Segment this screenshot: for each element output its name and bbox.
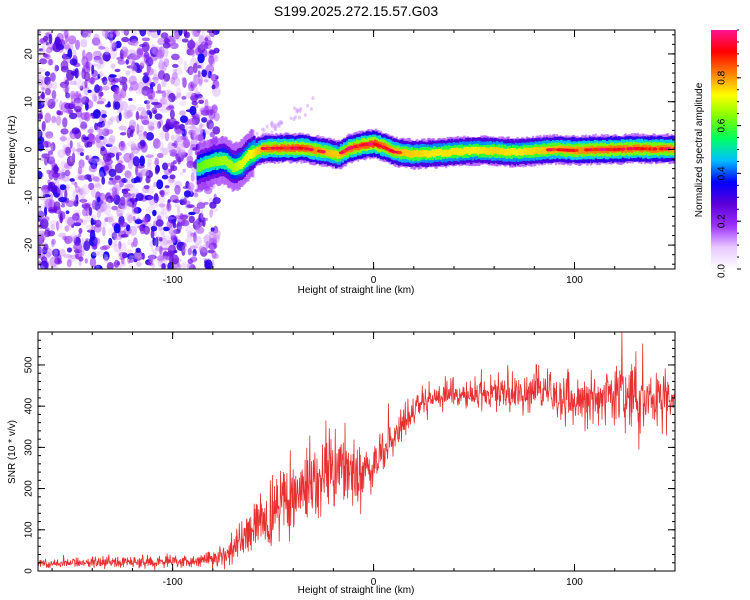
spectrogram-xlabel: Height of straight line (km) bbox=[298, 285, 415, 296]
y-tick-label: 100 bbox=[24, 521, 35, 538]
spectral-ridge bbox=[196, 128, 675, 192]
y-tick-label: 10 bbox=[24, 96, 35, 108]
figure-title: S199.2025.272.15.57.G03 bbox=[274, 3, 438, 19]
colorbar-label: Normalized spectral amplitude bbox=[694, 82, 705, 217]
y-tick-label: 300 bbox=[24, 439, 35, 456]
snr-ylabel: SNR (10 * v/v) bbox=[7, 420, 18, 484]
y-tick-label: 20 bbox=[24, 48, 35, 60]
snr-panel: -100 0 100 0 100 200 300 400 500 Height of strai… bbox=[7, 331, 676, 596]
snr-plot-area bbox=[38, 332, 675, 571]
snr-series-line bbox=[38, 332, 675, 571]
y-tick-label: 400 bbox=[24, 397, 35, 414]
y-tick-label: -10 bbox=[24, 190, 35, 205]
spectrogram-ylabel: Frequency (Hz) bbox=[7, 116, 18, 185]
colorbar-tick-label: 0.8 bbox=[717, 70, 728, 84]
colorbar-tick-label: 0.2 bbox=[717, 214, 728, 228]
y-tick-label: 0 bbox=[24, 568, 35, 574]
colorbar-ticks: 0.0 0.2 0.4 0.6 0.8 bbox=[717, 29, 741, 278]
snr-xlabel: Height of straight line (km) bbox=[298, 585, 415, 596]
x-tick-label: -100 bbox=[163, 577, 183, 588]
x-tick-label: 100 bbox=[566, 577, 583, 588]
y-tick-label: 500 bbox=[24, 356, 35, 373]
colorbar: 0.0 0.2 0.4 0.6 0.8 Normalized spectral ampl… bbox=[694, 29, 741, 278]
snr-frame bbox=[37, 331, 676, 572]
x-tick-label: 0 bbox=[371, 577, 377, 588]
spectrogram-plot-area bbox=[38, 30, 675, 269]
y-tick-label: 0 bbox=[24, 146, 35, 152]
colorbar-gradient bbox=[711, 30, 737, 269]
noise-speckles bbox=[38, 30, 315, 269]
colorbar-tick-label: 0.6 bbox=[717, 118, 728, 132]
x-tick-label: 100 bbox=[566, 275, 583, 286]
y-tick-label: 200 bbox=[24, 480, 35, 497]
colorbar-tick-label: 0.0 bbox=[717, 264, 728, 278]
colorbar-tick-label: 0.4 bbox=[717, 166, 728, 180]
y-tick-label: -20 bbox=[24, 237, 35, 252]
x-tick-label: 0 bbox=[371, 275, 377, 286]
x-tick-label: -100 bbox=[163, 275, 183, 286]
snr-axes: -100 0 100 0 100 200 300 400 500 bbox=[24, 332, 675, 588]
